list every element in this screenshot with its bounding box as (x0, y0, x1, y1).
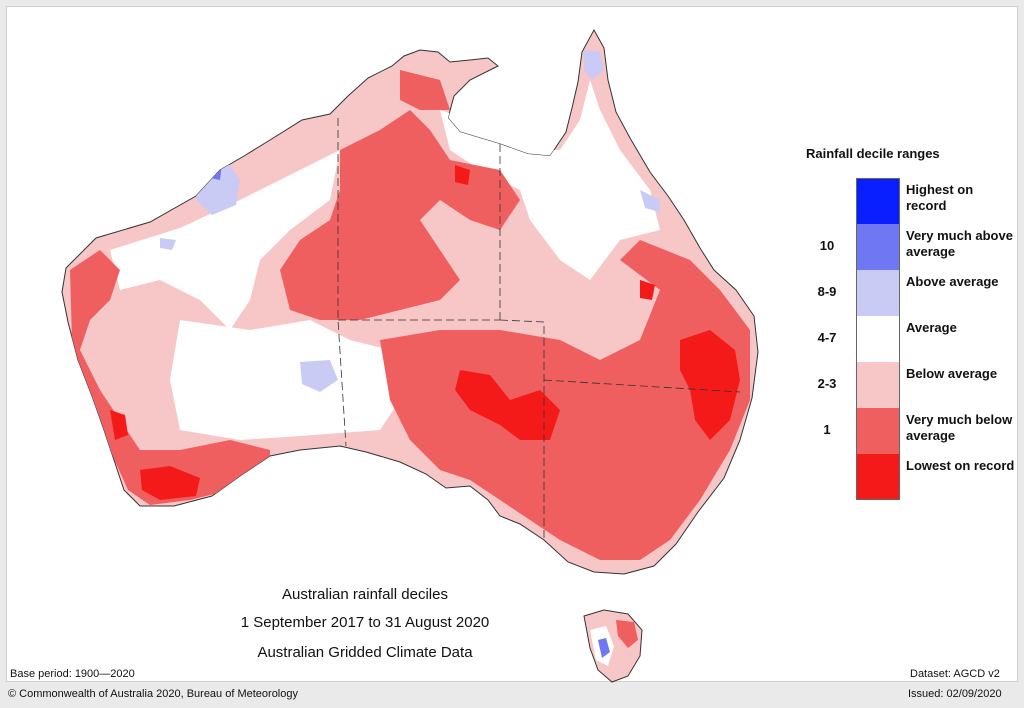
map-title-line2: 1 September 2017 to 31 August 2020 (240, 614, 490, 631)
tasmania (583, 609, 643, 683)
legend-item: 1 Very much below average (812, 408, 1012, 454)
legend-item-label: Above average (906, 274, 999, 289)
legend-swatch (856, 178, 900, 224)
legend-item: 2-3 Below average (812, 362, 1012, 408)
legend-swatch (856, 408, 900, 454)
copyright: © Commonwealth of Australia 2020, Bureau… (8, 688, 298, 700)
lowest-region-sa (455, 370, 560, 440)
base-period: Base period: 1900—2020 (10, 668, 135, 680)
average-region-south-central (170, 320, 400, 440)
legend-swatch (856, 316, 900, 362)
legend-swatch (856, 454, 900, 500)
legend-decile-label: 4-7 (817, 330, 837, 345)
issued-date: Issued: 02/09/2020 (908, 688, 1002, 700)
legend-swatch (856, 270, 900, 316)
legend-title: Rainfall decile ranges (806, 146, 940, 161)
dataset-label: Dataset: AGCD v2 (910, 668, 1000, 680)
lowest-region-wa (140, 466, 200, 500)
state-borders (337, 118, 741, 540)
legend-decile-label: 2-3 (817, 376, 837, 391)
legend-swatch (856, 362, 900, 408)
legend-decile-label: 8-9 (817, 284, 837, 299)
legend-swatch (856, 224, 900, 270)
very-much-below-central (280, 110, 520, 320)
map-title-line3: Australian Gridded Climate Data (257, 644, 473, 661)
legend-item-label: Very much below average (906, 412, 1013, 443)
average-region-northwest (110, 150, 340, 330)
lowest-region-nsw (680, 330, 740, 440)
legend-item-label: Average (906, 320, 957, 335)
legend-item-label: Very much above average (906, 228, 1013, 259)
legend-item: 8-9 Above average (812, 270, 1012, 316)
very-much-below-southwest (70, 250, 270, 505)
map-title-line1: Australian rainfall deciles (282, 586, 448, 603)
very-much-below-southeast (380, 240, 750, 560)
legend-item-label: Lowest on record (906, 458, 1015, 473)
mainland (61, 28, 759, 575)
legend-item: 10 Very much above average (812, 224, 1013, 270)
legend-decile-label: 1 (823, 422, 831, 437)
legend-decile-label: 10 (819, 238, 835, 253)
legend-item: Highest on record (812, 178, 1012, 224)
legend-item-label: Below average (906, 366, 998, 381)
legend-item: 4-7 Average (812, 316, 1012, 362)
above-average-kimberley (196, 150, 240, 215)
legend-item: Lowest on record (812, 454, 1014, 500)
legend-item-label: Highest on record (906, 182, 974, 213)
